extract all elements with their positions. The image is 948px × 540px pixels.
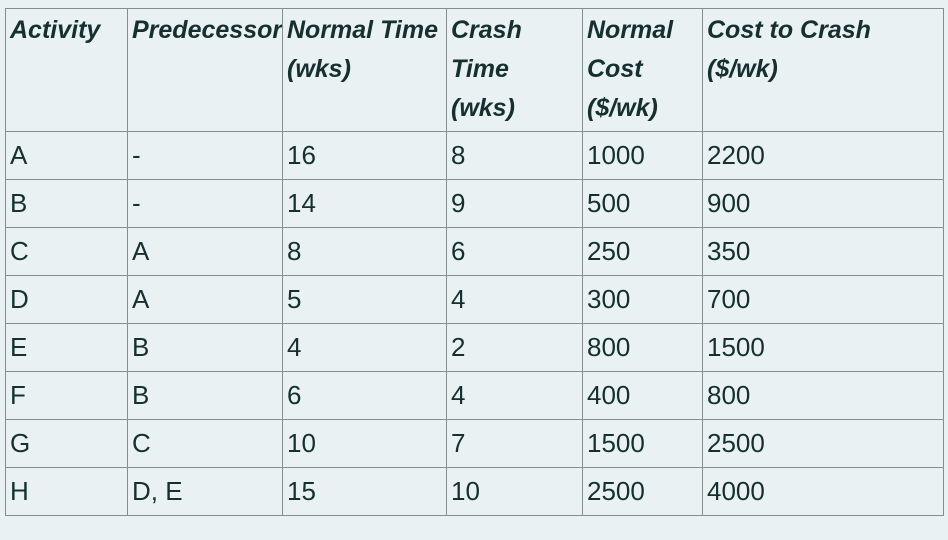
cell-activity: A xyxy=(5,131,128,180)
table-row: H D, E 15 10 2500 4000 xyxy=(5,467,944,516)
cell-predecessor: - xyxy=(127,179,283,228)
column-header-activity: Activity xyxy=(5,8,128,132)
column-header-predecessor: Predecessor xyxy=(127,8,283,132)
cell-cost-to-crash: 800 xyxy=(702,371,944,420)
cell-predecessor: A xyxy=(127,275,283,324)
cell-cost-to-crash: 350 xyxy=(702,227,944,276)
cell-crash-time: 7 xyxy=(446,419,583,468)
cell-cost-to-crash: 900 xyxy=(702,179,944,228)
cell-cost-to-crash: 700 xyxy=(702,275,944,324)
cell-activity: D xyxy=(5,275,128,324)
cell-crash-time: 4 xyxy=(446,275,583,324)
cell-crash-time: 6 xyxy=(446,227,583,276)
cell-normal-time: 15 xyxy=(282,467,447,516)
cell-normal-cost: 300 xyxy=(582,275,703,324)
cell-predecessor: A xyxy=(127,227,283,276)
cell-predecessor: D, E xyxy=(127,467,283,516)
cell-predecessor: B xyxy=(127,323,283,372)
header-row: Activity Predecessor Normal Time (wks) Cras… xyxy=(5,8,944,132)
cell-activity: H xyxy=(5,467,128,516)
cell-normal-time: 8 xyxy=(282,227,447,276)
cell-activity: G xyxy=(5,419,128,468)
cell-normal-cost: 400 xyxy=(582,371,703,420)
column-header-normal-time: Normal Time (wks) xyxy=(282,8,447,132)
cell-predecessor: C xyxy=(127,419,283,468)
table-row: C A 8 6 250 350 xyxy=(5,227,944,276)
column-header-cost-to-crash: Cost to Crash ($/wk) xyxy=(702,8,944,132)
cell-cost-to-crash: 1500 xyxy=(702,323,944,372)
table-row: A -16 8 1000 2200 xyxy=(5,131,944,180)
cell-predecessor: - xyxy=(127,131,283,180)
cell-normal-cost: 2500 xyxy=(582,467,703,516)
column-header-crash-time: Crash Time (wks) xyxy=(446,8,583,132)
table-container: Activity Predecessor Normal Time (wks) Cras… xyxy=(5,8,944,516)
cell-predecessor: B xyxy=(127,371,283,420)
cell-crash-time: 2 xyxy=(446,323,583,372)
cell-normal-cost: 250 xyxy=(582,227,703,276)
table-row: E B 4 2 800 1500 xyxy=(5,323,944,372)
table-row: F B 6 4 400 800 xyxy=(5,371,944,420)
cell-normal-time: 10 xyxy=(282,419,447,468)
cell-normal-cost: 800 xyxy=(582,323,703,372)
cell-cost-to-crash: 2200 xyxy=(702,131,944,180)
table-body: A -16 8 1000 2200 B -14 9 500 900 C A 8 6 250 350 D A 5 4 30… xyxy=(5,131,944,516)
cell-normal-cost: 500 xyxy=(582,179,703,228)
cell-cost-to-crash: 4000 xyxy=(702,467,944,516)
cell-cost-to-crash: 2500 xyxy=(702,419,944,468)
table-header: Activity Predecessor Normal Time (wks) Cras… xyxy=(5,8,944,132)
activity-crash-cost-table: Activity Predecessor Normal Time (wks) Cras… xyxy=(5,8,944,516)
cell-crash-time: 4 xyxy=(446,371,583,420)
table-row: D A 5 4 300 700 xyxy=(5,275,944,324)
table-row: B -14 9 500 900 xyxy=(5,179,944,228)
cell-crash-time: 8 xyxy=(446,131,583,180)
cell-normal-time: 14 xyxy=(282,179,447,228)
cell-normal-time: 16 xyxy=(282,131,447,180)
table-row: G C 10 7 1500 2500 xyxy=(5,419,944,468)
cell-activity: F xyxy=(5,371,128,420)
cell-normal-time: 4 xyxy=(282,323,447,372)
cell-crash-time: 10 xyxy=(446,467,583,516)
column-header-normal-cost: Normal Cost ($/wk) xyxy=(582,8,703,132)
cell-activity: E xyxy=(5,323,128,372)
cell-crash-time: 9 xyxy=(446,179,583,228)
cell-normal-cost: 1000 xyxy=(582,131,703,180)
cell-normal-time: 6 xyxy=(282,371,447,420)
cell-activity: C xyxy=(5,227,128,276)
cell-activity: B xyxy=(5,179,128,228)
cell-normal-time: 5 xyxy=(282,275,447,324)
cell-normal-cost: 1500 xyxy=(582,419,703,468)
